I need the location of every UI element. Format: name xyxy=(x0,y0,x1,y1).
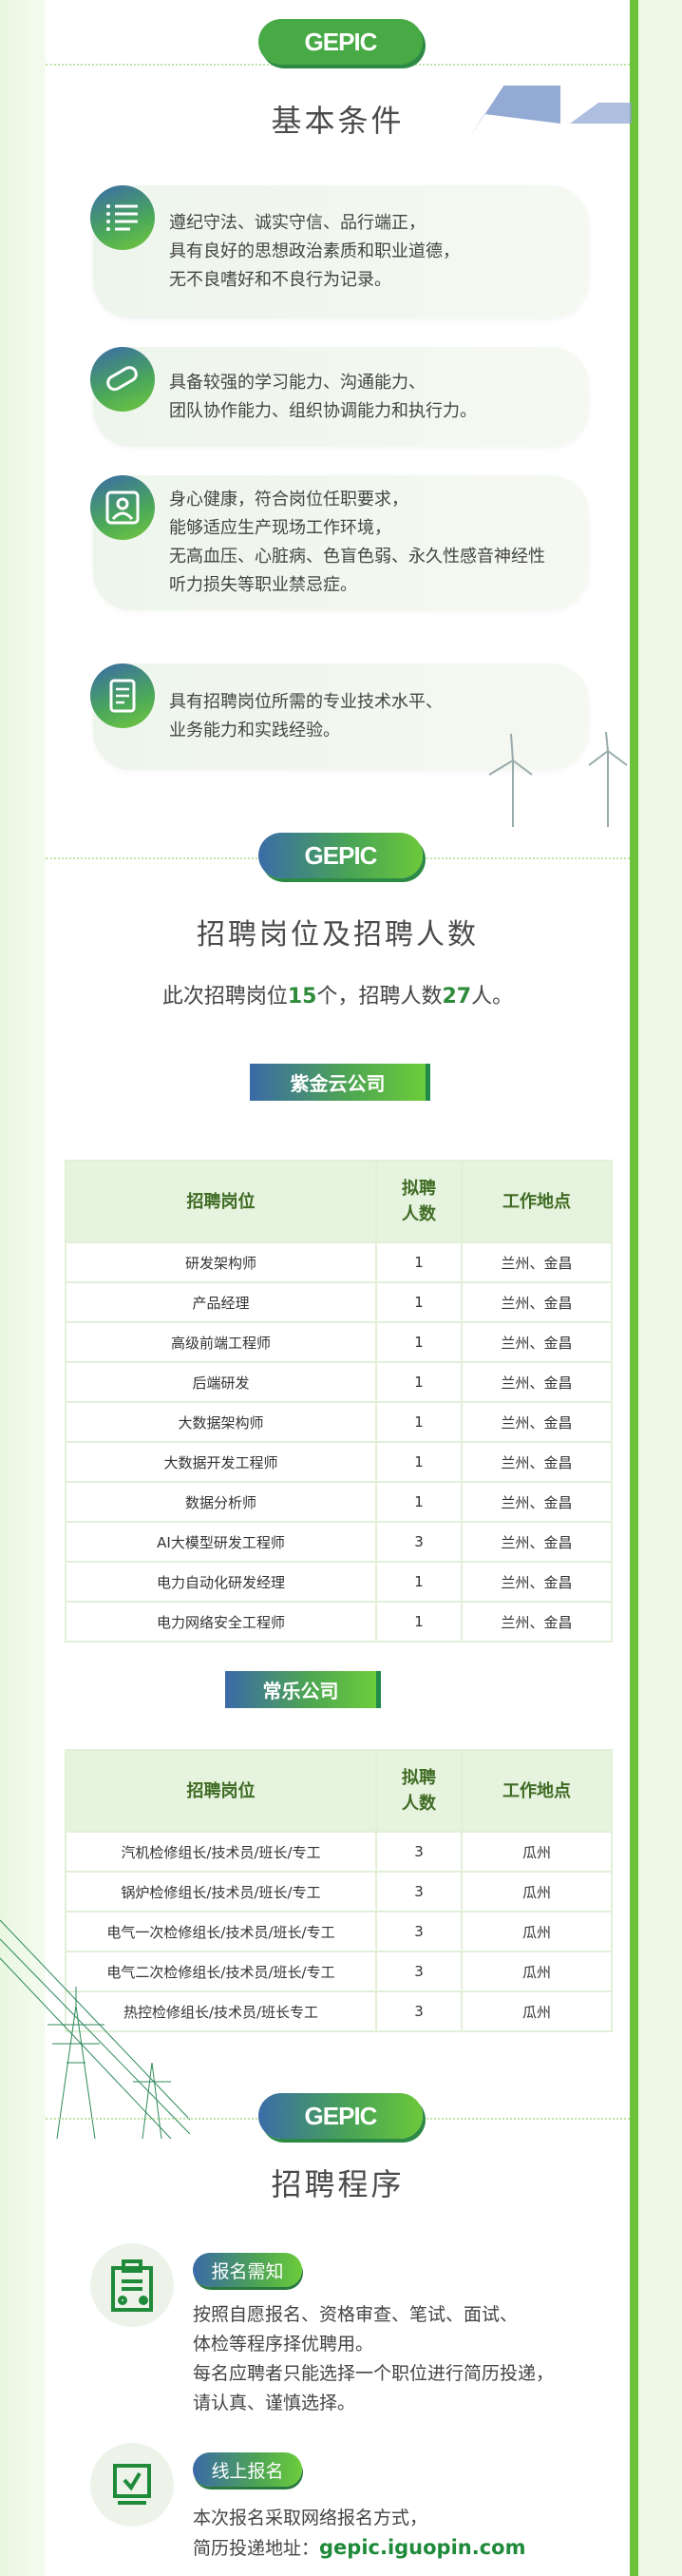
health-person-icon xyxy=(90,475,155,540)
position-cell: 高级前端工程师 xyxy=(65,1321,377,1363)
headcount-cell: 1 xyxy=(375,1401,463,1443)
position-cell: 产品经理 xyxy=(65,1281,377,1323)
step-label-online-registration: 线上报名 xyxy=(193,2452,302,2487)
position-cell: 热控检修组长/技术员/班长专工 xyxy=(65,1990,377,2032)
position-cell: 电力自动化研发经理 xyxy=(65,1561,377,1603)
table-row: 热控检修组长/技术员/班长专工 3 瓜州 xyxy=(65,1990,613,2032)
section-title-positions: 招聘岗位及招聘人数 xyxy=(197,918,479,952)
position-cell: 电气一次检修组长/技术员/班长/专工 xyxy=(65,1911,377,1952)
gepic-badge: GEPIC xyxy=(258,2093,423,2139)
position-cell: 大数据架构师 xyxy=(65,1401,377,1443)
headcount-cell: 3 xyxy=(375,1990,463,2032)
location-cell: 兰州、金昌 xyxy=(461,1281,613,1323)
diploma-scroll-icon xyxy=(90,347,155,412)
table-row: 汽机检修组长/技术员/班长/专工 3 瓜州 xyxy=(65,1831,613,1873)
condition-card: 遵纪守法、诚实守信、品行端正， 具有良好的思想政治素质和职业道德， 无不良嗜好和不良… xyxy=(93,185,589,318)
registration-form-icon xyxy=(90,2243,174,2327)
company-label-changle: 常乐公司 xyxy=(225,1671,381,1708)
divider xyxy=(46,64,630,66)
headcount-cell: 1 xyxy=(375,1241,463,1283)
table-row: 后端研发 1 兰州、金昌 xyxy=(65,1361,613,1403)
section-title-procedure: 招聘程序 xyxy=(271,2166,405,2202)
table-row: 产品经理 1 兰州、金昌 xyxy=(65,1281,613,1323)
headcount-cell: 1 xyxy=(375,1601,463,1643)
position-cell: AI大模型研发工程师 xyxy=(65,1521,377,1563)
position-cell: 电气二次检修组长/技术员/班长/专工 xyxy=(65,1951,377,1992)
headcount-cell: 1 xyxy=(375,1481,463,1523)
application-url-link[interactable]: gepic.iguopin.com xyxy=(319,2536,526,2559)
headcount-cell: 3 xyxy=(375,1521,463,1563)
section-title-basic-conditions: 基本条件 xyxy=(271,103,405,139)
table-row: AI大模型研发工程师 3 兰州、金昌 xyxy=(65,1521,613,1563)
position-cell: 大数据开发工程师 xyxy=(65,1441,377,1483)
location-cell: 瓜州 xyxy=(461,1951,613,1992)
table-row: 电力自动化研发经理 1 兰州、金昌 xyxy=(65,1561,613,1603)
checklist-icon xyxy=(90,185,155,250)
table-row: 电气二次检修组长/技术员/班长/专工 3 瓜州 xyxy=(65,1951,613,1992)
checkbox-monitor-icon xyxy=(90,2443,174,2527)
headcount-cell: 1 xyxy=(375,1561,463,1603)
location-cell: 兰州、金昌 xyxy=(461,1241,613,1283)
step-label-registration-notice: 报名需知 xyxy=(193,2253,302,2287)
table-row: 研发架构师 1 兰州、金昌 xyxy=(65,1241,613,1283)
location-cell: 兰州、金昌 xyxy=(461,1481,613,1523)
headcount-cell: 3 xyxy=(375,1911,463,1952)
location-cell: 兰州、金昌 xyxy=(461,1441,613,1483)
position-cell: 后端研发 xyxy=(65,1361,377,1403)
document-edit-icon xyxy=(90,663,155,728)
table-row: 电气一次检修组长/技术员/班长/专工 3 瓜州 xyxy=(65,1911,613,1952)
condition-card: 具备较强的学习能力、沟通能力、 团队协作能力、组织协调能力和执行力。 xyxy=(93,347,589,447)
headcount-cell: 3 xyxy=(375,1831,463,1873)
gepic-badge: GEPIC xyxy=(258,833,423,878)
table-row: 大数据架构师 1 兰州、金昌 xyxy=(65,1401,613,1443)
location-cell: 瓜州 xyxy=(461,1990,613,2032)
position-cell: 汽机检修组长/技术员/班长/专工 xyxy=(65,1831,377,1873)
location-cell: 兰州、金昌 xyxy=(461,1601,613,1643)
solar-panel-icon xyxy=(472,86,632,133)
location-cell: 兰州、金昌 xyxy=(461,1361,613,1403)
table-row: 电力网络安全工程师 1 兰州、金昌 xyxy=(65,1601,613,1643)
condition-card: 身心健康，符合岗位任职要求， 能够适应生产现场工作环境， 无高血压、心脏病、色盲色弱… xyxy=(93,475,589,610)
position-cell: 电力网络安全工程师 xyxy=(65,1601,377,1643)
table-row: 锅炉检修组长/技术员/班长/专工 3 瓜州 xyxy=(65,1871,613,1913)
headcount-cell: 1 xyxy=(375,1361,463,1403)
location-cell: 瓜州 xyxy=(461,1871,613,1913)
location-cell: 兰州、金昌 xyxy=(461,1561,613,1603)
headcount-cell: 3 xyxy=(375,1871,463,1913)
recruitment-summary: 此次招聘岗位15个，招聘人数27人。 xyxy=(161,985,514,1009)
step-text: 本次报名采取网络报名方式， 简历投递地址：gepic.iguopin.com xyxy=(193,2508,526,2559)
power-tower-icon xyxy=(0,1919,190,2139)
table-row: 大数据开发工程师 1 兰州、金昌 xyxy=(65,1441,613,1483)
headcount-cell: 1 xyxy=(375,1321,463,1363)
positions-table-changle: 招聘岗位 拟聘人数 工作地点 汽机检修组长/技术员/班长/专工 3 瓜州 锅炉检修组长/技… xyxy=(65,1749,613,2032)
location-cell: 瓜州 xyxy=(461,1831,613,1873)
location-cell: 兰州、金昌 xyxy=(461,1521,613,1563)
position-cell: 研发架构师 xyxy=(65,1241,377,1283)
company-label-zijinyun: 紫金云公司 xyxy=(250,1064,430,1101)
position-cell: 锅炉检修组长/技术员/班长/专工 xyxy=(65,1871,377,1913)
wind-turbine-icon xyxy=(488,732,628,827)
condition-card: 具有招聘岗位所需的专业技术水平、 业务能力和实践经验。 xyxy=(93,663,589,770)
location-cell: 瓜州 xyxy=(461,1911,613,1952)
position-cell: 数据分析师 xyxy=(65,1481,377,1523)
headcount-cell: 3 xyxy=(375,1951,463,1992)
headcount-cell: 1 xyxy=(375,1441,463,1483)
table-row: 高级前端工程师 1 兰州、金昌 xyxy=(65,1321,613,1363)
location-cell: 兰州、金昌 xyxy=(461,1321,613,1363)
table-row: 数据分析师 1 兰州、金昌 xyxy=(65,1481,613,1523)
gepic-badge: GEPIC xyxy=(258,19,423,65)
positions-table-zijinyun: 招聘岗位 拟聘人数 工作地点 研发架构师 1 兰州、金昌 产品经理 1 兰州、金昌 高级前端工程… xyxy=(65,1160,613,1643)
location-cell: 兰州、金昌 xyxy=(461,1401,613,1443)
step-text: 按照自愿报名、资格审查、笔试、面试、 体检等程序择优聘用。 每名应聘者只能选择一个职… xyxy=(193,2304,555,2413)
headcount-cell: 1 xyxy=(375,1281,463,1323)
